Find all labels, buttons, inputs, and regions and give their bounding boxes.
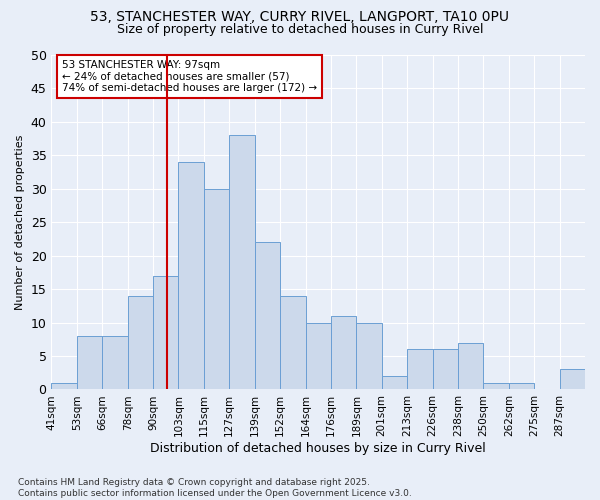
Y-axis label: Number of detached properties: Number of detached properties bbox=[15, 134, 25, 310]
Bar bbox=[77, 336, 102, 390]
Bar bbox=[484, 383, 509, 390]
Bar bbox=[509, 383, 534, 390]
Bar bbox=[356, 322, 382, 390]
Bar bbox=[204, 189, 229, 390]
Bar bbox=[178, 162, 204, 390]
Bar bbox=[407, 350, 433, 390]
Bar bbox=[433, 350, 458, 390]
Bar bbox=[52, 383, 77, 390]
Bar bbox=[254, 242, 280, 390]
X-axis label: Distribution of detached houses by size in Curry Rivel: Distribution of detached houses by size … bbox=[151, 442, 486, 455]
Bar bbox=[102, 336, 128, 390]
Bar bbox=[458, 342, 484, 390]
Bar bbox=[382, 376, 407, 390]
Bar bbox=[128, 296, 153, 390]
Bar bbox=[560, 370, 585, 390]
Text: Contains HM Land Registry data © Crown copyright and database right 2025.
Contai: Contains HM Land Registry data © Crown c… bbox=[18, 478, 412, 498]
Bar bbox=[153, 276, 178, 390]
Bar bbox=[229, 136, 254, 390]
Bar bbox=[331, 316, 356, 390]
Text: Size of property relative to detached houses in Curry Rivel: Size of property relative to detached ho… bbox=[117, 22, 483, 36]
Text: 53, STANCHESTER WAY, CURRY RIVEL, LANGPORT, TA10 0PU: 53, STANCHESTER WAY, CURRY RIVEL, LANGPO… bbox=[91, 10, 509, 24]
Bar bbox=[305, 322, 331, 390]
Text: 53 STANCHESTER WAY: 97sqm
← 24% of detached houses are smaller (57)
74% of semi-: 53 STANCHESTER WAY: 97sqm ← 24% of detac… bbox=[62, 60, 317, 93]
Bar bbox=[280, 296, 305, 390]
